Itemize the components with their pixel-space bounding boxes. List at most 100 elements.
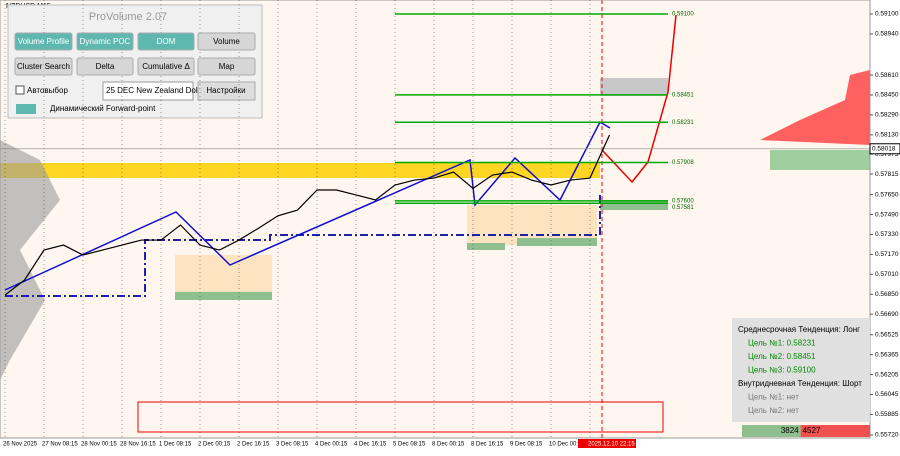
- button-label: Volume: [213, 37, 240, 46]
- zone: [137, 401, 664, 433]
- x-tick-label: 8 Dec 16:15: [471, 442, 504, 448]
- dropdown-text: 25 DEC New Zealand Dollar: [106, 86, 207, 95]
- level-label: 0.58231: [672, 120, 694, 126]
- y-tick-label: 0.57975: [875, 151, 899, 158]
- settings-label: Настройки: [206, 86, 245, 95]
- panel-button[interactable]: [137, 57, 195, 76]
- button-label: Dynamic POC: [80, 37, 131, 46]
- y-tick-label: 0.56365: [875, 351, 899, 358]
- level-label: 0.57581: [672, 205, 694, 211]
- x-tick-label: 4 Dec 16:15: [354, 442, 387, 448]
- button-label: DOM: [157, 37, 176, 46]
- buy-bar: [742, 425, 801, 437]
- toggle[interactable]: [16, 104, 36, 114]
- y-tick-label: 0.55720: [875, 432, 899, 439]
- frame: [0, 0, 871, 439]
- level-label: 0.57600: [672, 198, 694, 204]
- price-label: 0.58018: [872, 145, 896, 152]
- x-tick-label: 8 Dec 00:15: [432, 442, 465, 448]
- level-label: 0.59100: [672, 12, 694, 18]
- button-label: Cumulative Δ: [142, 62, 190, 71]
- zone: [0, 163, 600, 178]
- zone: [467, 243, 505, 250]
- buy-label: 3824: [781, 426, 799, 435]
- panel-button[interactable]: [14, 57, 73, 76]
- settings-button[interactable]: [197, 81, 256, 101]
- profile: [0, 140, 60, 380]
- info-line: Цель №2: нет: [748, 406, 799, 415]
- panel-title: ProVolume 2.07: [89, 11, 167, 23]
- x-tick-label: 28 Nov 16:15: [120, 442, 156, 448]
- info-bg: [732, 318, 870, 422]
- panel-button[interactable]: [76, 32, 134, 51]
- y-tick-label: 0.57330: [875, 231, 899, 238]
- button-label: Map: [219, 62, 235, 71]
- x-tick-label: 9 Dec 08:15: [510, 442, 543, 448]
- time-highlight: [578, 439, 636, 448]
- level-label: 0.58451: [672, 92, 694, 98]
- y-tick-label: 0.56690: [875, 311, 899, 318]
- y-tick-label: 0.57010: [875, 271, 899, 278]
- info-line: Цель №1: 0.58231: [748, 339, 816, 348]
- info-line: Цель №1: нет: [748, 393, 799, 402]
- y-tick-label: 0.58450: [875, 92, 899, 99]
- y-tick-label: 0.58290: [875, 112, 899, 119]
- y-tick-label: 0.57815: [875, 171, 899, 178]
- price-series: [4, 134, 611, 296]
- y-tick-label: 0.57490: [875, 211, 899, 218]
- y-tick-label: 0.58130: [875, 132, 899, 139]
- y-tick-label: 0.58610: [875, 72, 899, 79]
- y-tick-label: 0.57650: [875, 191, 899, 198]
- button-label: Cluster Search: [17, 62, 70, 71]
- zone: [517, 238, 597, 246]
- profile: [760, 70, 870, 145]
- y-tick-label: 0.56045: [875, 391, 899, 398]
- checkbox-label: Автовыбор: [27, 86, 68, 95]
- zigzag: [4, 120, 611, 291]
- panel-button[interactable]: [76, 57, 134, 76]
- checkbox[interactable]: [15, 85, 25, 95]
- info-line: Среднесрочная Тенденция: Лонг: [738, 325, 860, 334]
- zone: [600, 200, 668, 210]
- info-line: Цель №2: 0.58451: [748, 352, 816, 361]
- sell-bar: [800, 425, 870, 437]
- zone: [600, 78, 668, 96]
- x-tick-label: 10 Dec 00:15: [549, 442, 585, 448]
- x-tick-label: 1 Dec 08:15: [159, 442, 192, 448]
- x-tick-label: 28 Nov 00:15: [81, 442, 117, 448]
- panel-button[interactable]: [197, 32, 256, 51]
- button-label: Volume Profile: [18, 37, 70, 46]
- x-tick-label: 26 Nov 2025: [3, 442, 38, 448]
- x-tick-label: 5 Dec 08:15: [393, 442, 426, 448]
- y-tick-label: 0.56850: [875, 291, 899, 298]
- x-tick-label: 4 Dec 00:15: [315, 442, 348, 448]
- y-tick-label: 0.55885: [875, 411, 899, 418]
- sell-label: 4527: [803, 426, 821, 435]
- trend-channel: [5, 195, 601, 297]
- forward-point: Динамический Forward-point: [50, 104, 156, 113]
- info-line: Цель №3: 0.59100: [748, 366, 816, 375]
- x-tick-label: 27 Nov 08:15: [42, 442, 78, 448]
- info-line: Внутридневная Тенденция: Шорт: [738, 379, 862, 388]
- x-tick-label: 2 Dec 16:15: [237, 442, 270, 448]
- info-box: [732, 318, 870, 422]
- y-tick-label: 0.56525: [875, 331, 899, 338]
- x-tick-label: 2025.12.10 22:15: [588, 442, 635, 448]
- y-tick-label: 0.58940: [875, 31, 899, 38]
- price-tag: [869, 143, 900, 155]
- x-tick-label: 3 Dec 08:15: [276, 442, 309, 448]
- panel-button[interactable]: [14, 32, 73, 51]
- y-tick-label: 0.59100: [875, 11, 899, 18]
- button-label: Delta: [96, 62, 115, 71]
- zone: [175, 292, 272, 300]
- panel-button[interactable]: [197, 57, 256, 76]
- dropdown[interactable]: [102, 81, 194, 101]
- profile: [770, 150, 870, 170]
- panel-button[interactable]: [137, 32, 195, 51]
- y-tick-label: 0.57170: [875, 251, 899, 258]
- y-tick-label: 0.56205: [875, 371, 899, 378]
- level-label: 0.57908: [672, 160, 694, 166]
- x-tick-label: 2 Dec 00:15: [198, 442, 231, 448]
